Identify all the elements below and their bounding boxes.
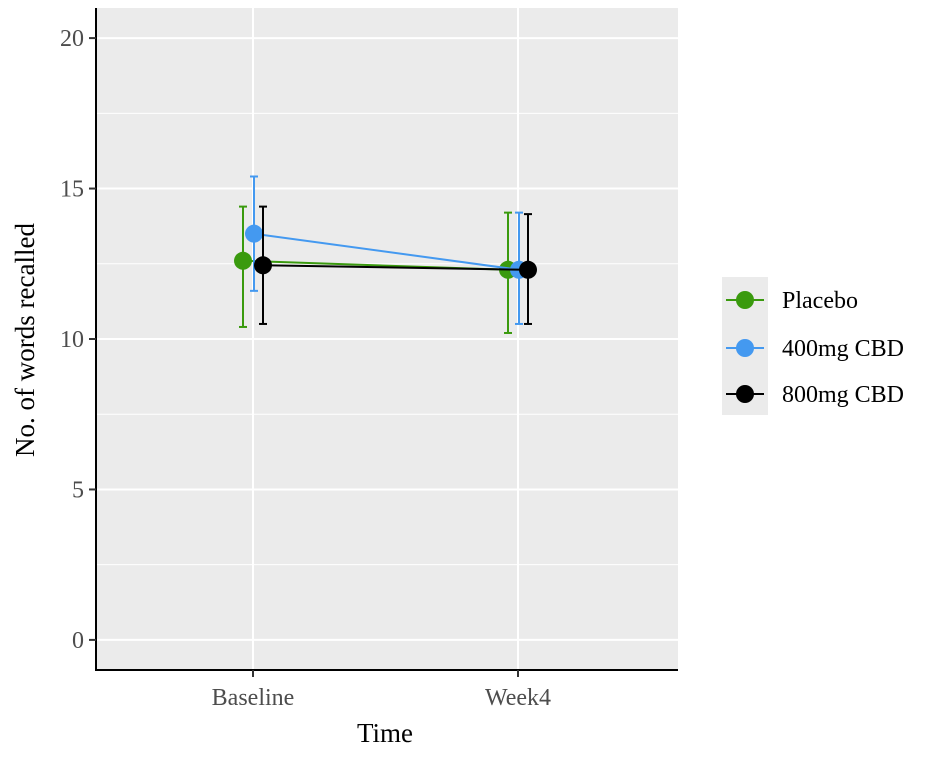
y-tick-label: 5 [72, 477, 84, 503]
data-point [245, 224, 263, 243]
grid-lines [96, 8, 678, 670]
legend-key-point [736, 339, 754, 357]
data-point [254, 256, 272, 275]
y-tick-label: 20 [60, 26, 84, 52]
data-point [519, 260, 537, 279]
tick-labels: 0 5 10 15 20 Baseline Week4 [60, 26, 551, 711]
y-tick-label: 15 [60, 177, 84, 203]
legend-key-point [736, 291, 754, 309]
legend-label: 400mg CBD [782, 336, 904, 362]
series-line [262, 264, 529, 271]
x-tick-label: Baseline [212, 685, 295, 711]
legend-label: 800mg CBD [782, 382, 904, 408]
x-axis-title: Time [357, 718, 413, 748]
series-2 [254, 205, 537, 325]
series-1 [245, 175, 528, 325]
x-tick-label: Week4 [485, 685, 551, 711]
data-point [234, 251, 252, 270]
series-line [253, 232, 520, 271]
legend-label: Placebo [782, 288, 858, 314]
legend-key-point [736, 385, 754, 403]
y-axis-title: No. of words recalled [10, 223, 40, 457]
y-tick-label: 10 [60, 327, 84, 353]
legend: Placebo 400mg CBD 800mg CBD [722, 277, 904, 415]
data-series [234, 175, 537, 334]
y-tick-label: 0 [72, 628, 84, 654]
axes [89, 8, 678, 677]
